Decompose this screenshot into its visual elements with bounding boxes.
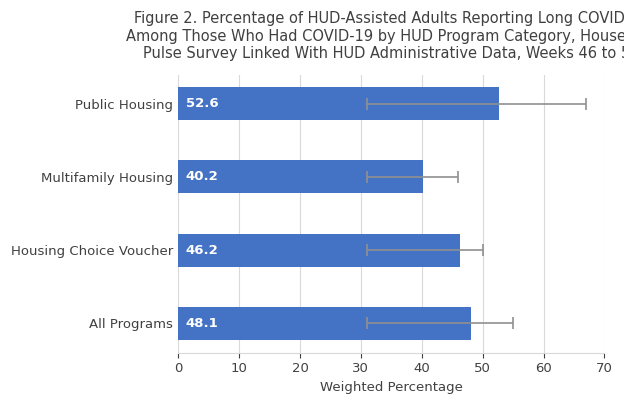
Bar xyxy=(178,234,459,267)
X-axis label: Weighted Percentage: Weighted Percentage xyxy=(320,381,463,394)
Text: 48.1: 48.1 xyxy=(185,317,218,330)
Bar xyxy=(178,307,471,340)
Text: 52.6: 52.6 xyxy=(185,97,218,110)
Bar xyxy=(178,87,499,120)
Title: Figure 2. Percentage of HUD-Assisted Adults Reporting Long COVID-19
Among Those : Figure 2. Percentage of HUD-Assisted Adu… xyxy=(125,11,624,61)
Text: 46.2: 46.2 xyxy=(185,244,218,257)
Text: 40.2: 40.2 xyxy=(185,171,218,183)
Bar xyxy=(178,160,423,194)
